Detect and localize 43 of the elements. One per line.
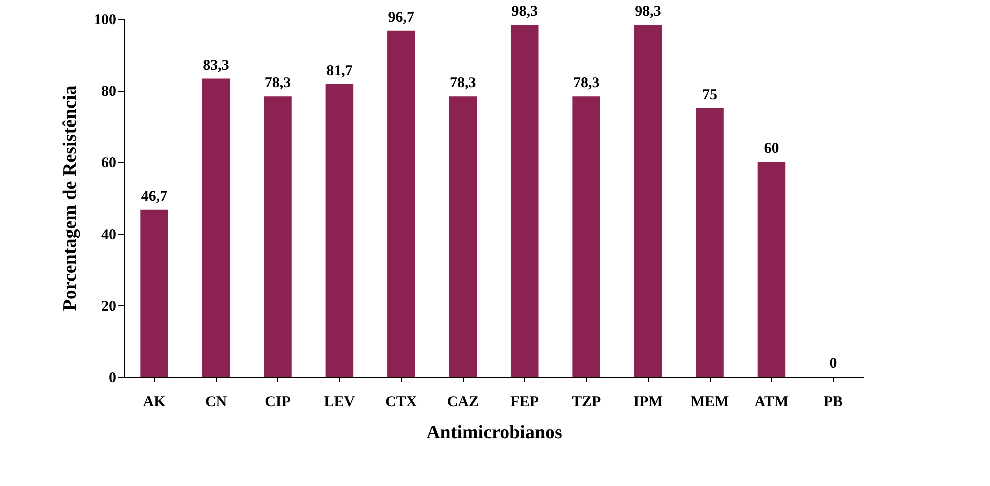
data-label: 98,3 (635, 4, 662, 20)
x-tick-label: CN (205, 394, 228, 410)
x-tick-label: TZP (572, 394, 602, 410)
x-tick-label: LEV (324, 394, 356, 410)
bar (572, 96, 600, 377)
x-tick-label: PB (824, 394, 844, 410)
bar (264, 96, 292, 377)
y-tick-label: 60 (102, 156, 116, 172)
data-label: 83,3 (203, 58, 230, 74)
x-tick-label: AK (143, 394, 166, 410)
data-label: 75 (702, 88, 718, 104)
y-axis-title: Porcentagem de Resistência (60, 85, 81, 312)
data-label: 81,7 (326, 64, 354, 80)
bar (140, 210, 168, 377)
bar (758, 162, 786, 377)
data-label: 78,3 (573, 76, 600, 92)
x-tick-label: CIP (265, 394, 291, 410)
data-label: 0 (830, 356, 838, 372)
bar (449, 96, 478, 377)
bar (202, 78, 230, 377)
x-axis-title: Antimicrobianos (426, 422, 562, 444)
y-tick-label: 40 (102, 227, 116, 244)
x-tick-label: CAZ (447, 394, 479, 410)
y-tick-label: 20 (102, 298, 116, 315)
data-label: 46,7 (141, 188, 168, 205)
x-tick-label: FEP (510, 394, 540, 410)
data-label: 60 (764, 141, 780, 158)
y-tick-label: 100 (94, 12, 116, 28)
data-label: 96,7 (388, 10, 416, 26)
bar (326, 84, 354, 377)
y-tick-label: 0 (109, 370, 116, 386)
x-tick-label: ATM (754, 394, 789, 410)
bar (634, 25, 662, 377)
bar (510, 25, 539, 377)
x-tick-label: IPM (634, 394, 663, 410)
y-tick-label: 80 (102, 84, 116, 100)
x-tick-label: MEM (690, 394, 730, 410)
bar (696, 108, 724, 377)
data-label: 78,3 (264, 76, 292, 92)
bar (388, 30, 416, 377)
data-label: 98,3 (512, 4, 538, 20)
x-tick-label: CTX (386, 394, 418, 410)
data-label: 78,3 (450, 76, 476, 92)
